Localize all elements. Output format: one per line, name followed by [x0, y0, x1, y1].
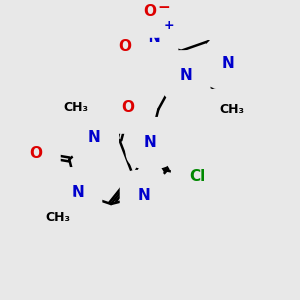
Text: N: N [148, 29, 161, 44]
Text: +: + [164, 19, 175, 32]
Text: N: N [71, 185, 84, 200]
Text: O: O [29, 146, 42, 161]
Text: −: − [157, 0, 170, 15]
Text: Cl: Cl [189, 169, 206, 184]
Text: N: N [180, 68, 193, 83]
Text: N: N [88, 130, 101, 145]
Text: CH₃: CH₃ [220, 103, 244, 116]
Text: CH₃: CH₃ [64, 101, 89, 115]
Text: CH₃: CH₃ [46, 212, 71, 224]
Text: N: N [138, 188, 151, 203]
Text: O: O [118, 39, 131, 54]
Text: O: O [143, 4, 157, 20]
Text: N: N [221, 56, 234, 71]
Text: N: N [144, 135, 156, 150]
Text: O: O [121, 100, 134, 116]
